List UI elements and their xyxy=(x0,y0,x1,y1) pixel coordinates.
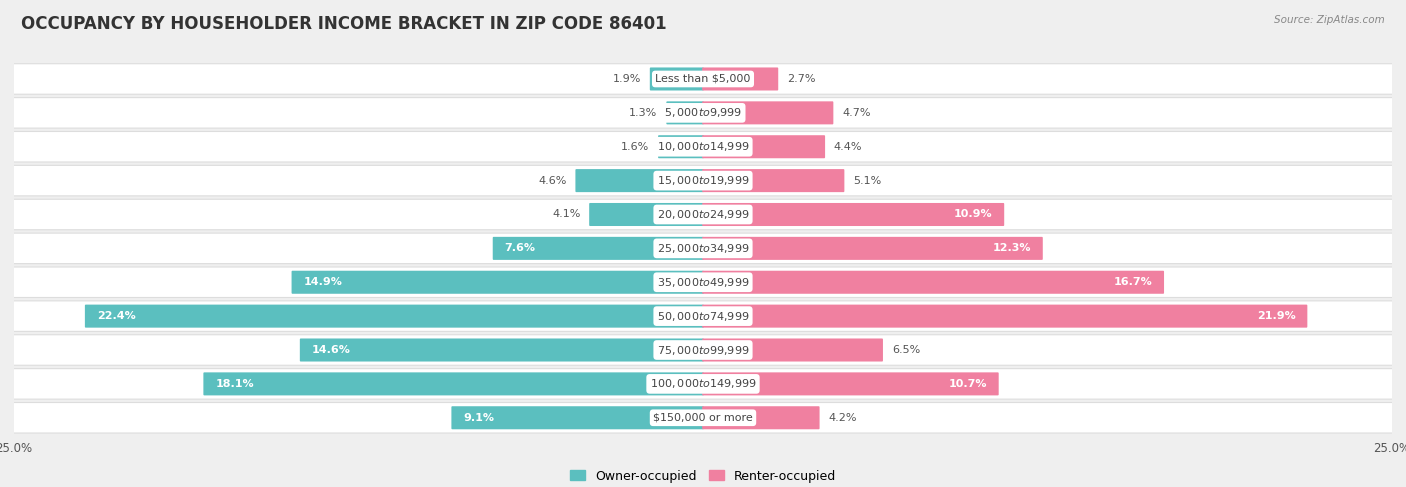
FancyBboxPatch shape xyxy=(492,237,704,260)
Text: 4.4%: 4.4% xyxy=(834,142,862,152)
FancyBboxPatch shape xyxy=(658,135,704,158)
Text: $50,000 to $74,999: $50,000 to $74,999 xyxy=(657,310,749,322)
Text: 10.9%: 10.9% xyxy=(953,209,993,220)
Text: 6.5%: 6.5% xyxy=(891,345,920,355)
Text: 25.0%: 25.0% xyxy=(1374,442,1406,455)
Text: 2.7%: 2.7% xyxy=(787,74,815,84)
Text: 14.6%: 14.6% xyxy=(312,345,350,355)
FancyBboxPatch shape xyxy=(702,101,834,124)
Text: 18.1%: 18.1% xyxy=(215,379,254,389)
FancyBboxPatch shape xyxy=(451,406,704,429)
FancyBboxPatch shape xyxy=(589,203,704,226)
Text: 1.3%: 1.3% xyxy=(630,108,658,118)
Text: $20,000 to $24,999: $20,000 to $24,999 xyxy=(657,208,749,221)
FancyBboxPatch shape xyxy=(84,304,704,328)
FancyBboxPatch shape xyxy=(13,166,1393,196)
Text: 14.9%: 14.9% xyxy=(304,277,342,287)
FancyBboxPatch shape xyxy=(13,369,1393,399)
Text: 12.3%: 12.3% xyxy=(993,244,1031,253)
FancyBboxPatch shape xyxy=(13,131,1393,162)
Text: $15,000 to $19,999: $15,000 to $19,999 xyxy=(657,174,749,187)
Text: 7.6%: 7.6% xyxy=(505,244,536,253)
FancyBboxPatch shape xyxy=(702,271,1164,294)
Text: 5.1%: 5.1% xyxy=(853,176,882,186)
Text: $35,000 to $49,999: $35,000 to $49,999 xyxy=(657,276,749,289)
Text: 25.0%: 25.0% xyxy=(0,442,32,455)
FancyBboxPatch shape xyxy=(666,101,704,124)
Text: 22.4%: 22.4% xyxy=(97,311,135,321)
Text: $100,000 to $149,999: $100,000 to $149,999 xyxy=(650,377,756,391)
FancyBboxPatch shape xyxy=(299,338,704,361)
FancyBboxPatch shape xyxy=(702,338,883,361)
Text: Source: ZipAtlas.com: Source: ZipAtlas.com xyxy=(1274,15,1385,25)
FancyBboxPatch shape xyxy=(702,135,825,158)
FancyBboxPatch shape xyxy=(702,237,1043,260)
FancyBboxPatch shape xyxy=(702,68,779,91)
FancyBboxPatch shape xyxy=(650,68,704,91)
FancyBboxPatch shape xyxy=(13,199,1393,230)
FancyBboxPatch shape xyxy=(702,406,820,429)
Text: 4.6%: 4.6% xyxy=(538,176,567,186)
FancyBboxPatch shape xyxy=(13,267,1393,298)
Text: 9.1%: 9.1% xyxy=(463,413,495,423)
Text: 21.9%: 21.9% xyxy=(1257,311,1295,321)
Text: $5,000 to $9,999: $5,000 to $9,999 xyxy=(664,106,742,119)
FancyBboxPatch shape xyxy=(702,169,845,192)
Text: 16.7%: 16.7% xyxy=(1114,277,1152,287)
Text: $25,000 to $34,999: $25,000 to $34,999 xyxy=(657,242,749,255)
Text: 1.6%: 1.6% xyxy=(621,142,650,152)
FancyBboxPatch shape xyxy=(575,169,704,192)
FancyBboxPatch shape xyxy=(702,373,998,395)
Text: Less than $5,000: Less than $5,000 xyxy=(655,74,751,84)
FancyBboxPatch shape xyxy=(702,203,1004,226)
FancyBboxPatch shape xyxy=(13,301,1393,331)
FancyBboxPatch shape xyxy=(291,271,704,294)
Text: $10,000 to $14,999: $10,000 to $14,999 xyxy=(657,140,749,153)
Text: 10.7%: 10.7% xyxy=(948,379,987,389)
FancyBboxPatch shape xyxy=(13,233,1393,263)
FancyBboxPatch shape xyxy=(13,64,1393,94)
FancyBboxPatch shape xyxy=(13,403,1393,433)
FancyBboxPatch shape xyxy=(204,373,704,395)
Legend: Owner-occupied, Renter-occupied: Owner-occupied, Renter-occupied xyxy=(565,465,841,487)
Text: 4.1%: 4.1% xyxy=(553,209,581,220)
Text: 4.7%: 4.7% xyxy=(842,108,870,118)
Text: $75,000 to $99,999: $75,000 to $99,999 xyxy=(657,343,749,356)
FancyBboxPatch shape xyxy=(13,97,1393,128)
FancyBboxPatch shape xyxy=(13,335,1393,365)
Text: 4.2%: 4.2% xyxy=(828,413,856,423)
Text: OCCUPANCY BY HOUSEHOLDER INCOME BRACKET IN ZIP CODE 86401: OCCUPANCY BY HOUSEHOLDER INCOME BRACKET … xyxy=(21,15,666,33)
Text: $150,000 or more: $150,000 or more xyxy=(654,413,752,423)
Text: 1.9%: 1.9% xyxy=(613,74,641,84)
FancyBboxPatch shape xyxy=(702,304,1308,328)
